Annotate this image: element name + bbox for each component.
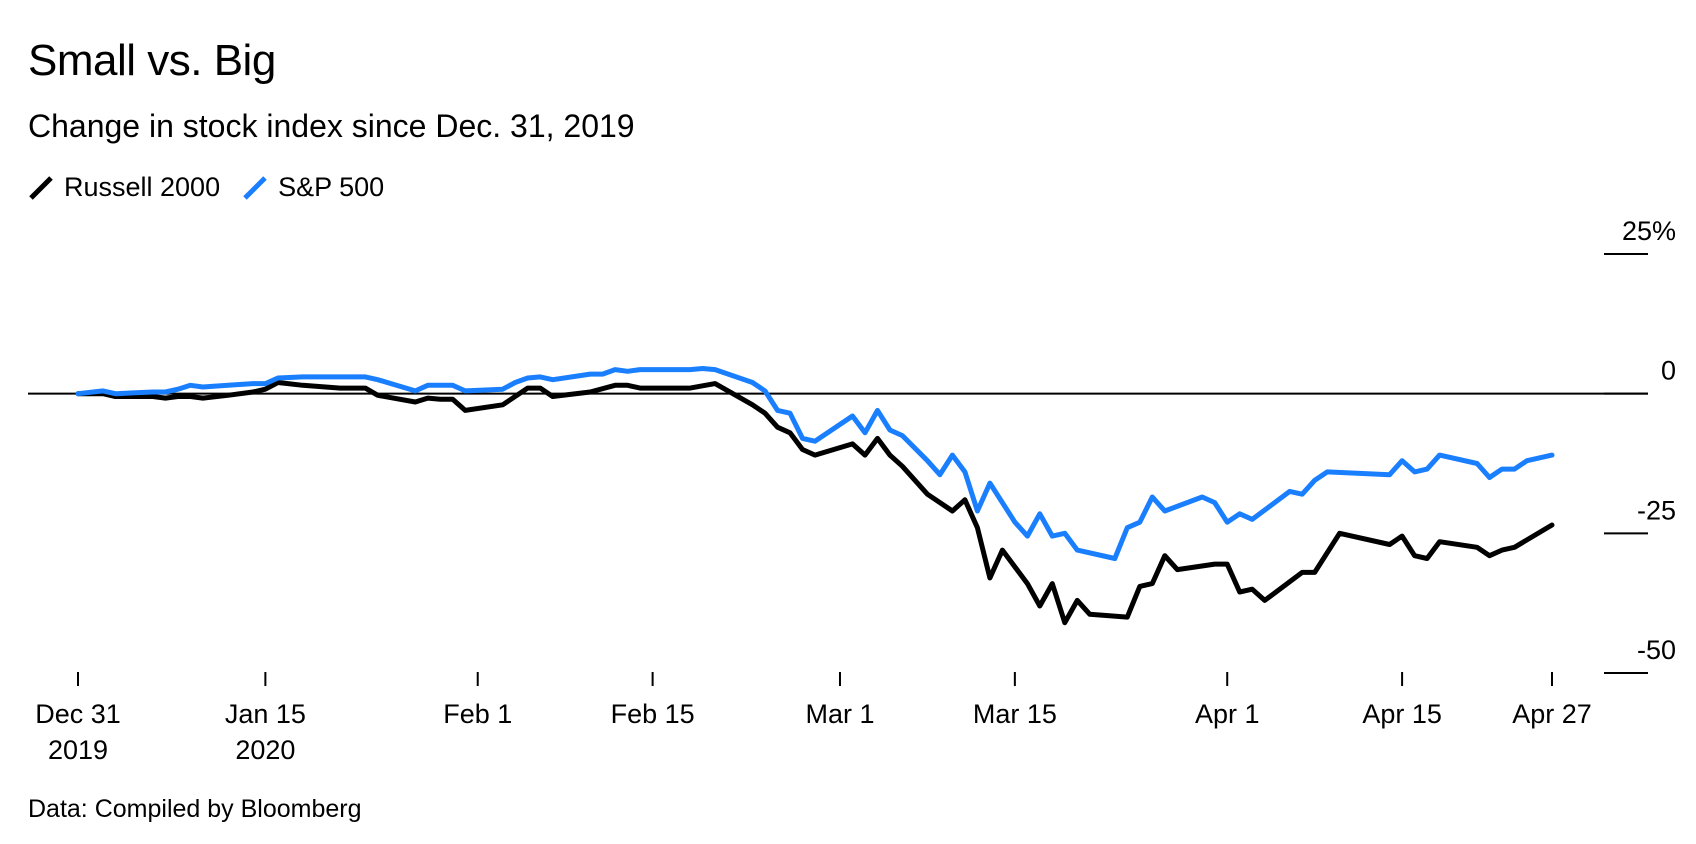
x-tick-label-feb-1: Feb 1 <box>443 699 512 729</box>
x-tick-label-apr-27: Apr 27 <box>1512 699 1592 729</box>
chart-title: Small vs. Big <box>28 36 276 85</box>
source-note: Data: Compiled by Bloomberg <box>28 795 362 823</box>
x-tick-label-feb-15: Feb 15 <box>611 699 695 729</box>
x-tick-label-jan-15: Jan 15 <box>225 699 306 729</box>
series-line-russell-2000 <box>75 380 1555 626</box>
x-tick-label-year-dec-31: 2019 <box>48 735 108 765</box>
y-tick-label-0: 0 <box>1661 356 1676 386</box>
x-tick-label-mar-15: Mar 15 <box>973 699 1057 729</box>
x-tick-label-year-jan-15: 2020 <box>235 735 295 765</box>
y-tick-label-neg25: -25 <box>1637 495 1676 525</box>
legend-label-russell-2000: Russell 2000 <box>64 172 221 202</box>
x-tick-label-dec-31: Dec 31 <box>35 699 121 729</box>
x-tick-label-apr-15: Apr 15 <box>1362 699 1442 729</box>
legend-item-sp-500: S&P 500 <box>242 172 384 203</box>
x-tick-label-mar-1: Mar 1 <box>805 699 874 729</box>
chart-subtitle: Change in stock index since Dec. 31, 201… <box>28 108 635 144</box>
x-tick-label-apr-1: Apr 1 <box>1195 699 1260 729</box>
legend-label-sp-500: S&P 500 <box>278 172 385 202</box>
y-tick-label-25pct: 25% <box>1622 216 1676 246</box>
legend-swatch-russell-2000-icon <box>29 175 53 200</box>
y-tick-label-neg50: -50 <box>1637 635 1676 665</box>
legend-item-russell-2000: Russell 2000 <box>28 172 220 203</box>
legend-swatch-sp-500-icon <box>243 175 267 200</box>
legend: Russell 2000 S&P 500 <box>28 172 406 203</box>
series-line-s-p-500 <box>75 366 1555 561</box>
